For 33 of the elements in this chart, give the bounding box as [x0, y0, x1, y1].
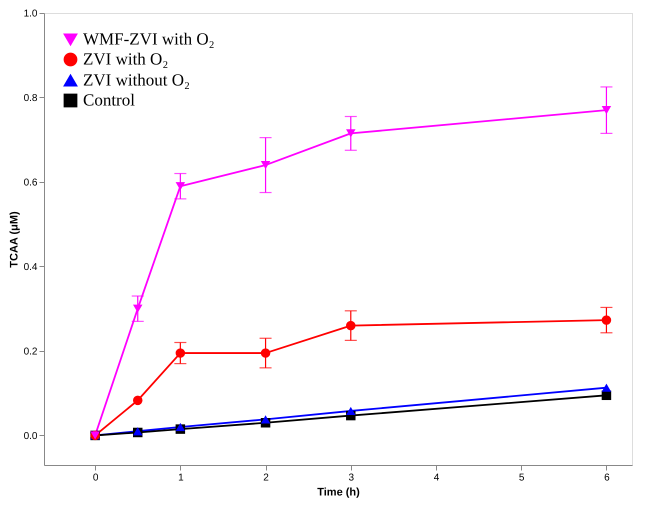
point [132, 304, 142, 313]
y-tick-label: 0.6 [24, 177, 38, 188]
point [176, 422, 186, 432]
point [602, 384, 612, 392]
point [602, 315, 612, 325]
point [346, 129, 356, 138]
y-tick-label: 0.8 [24, 92, 38, 104]
y-tick-label: 0.0 [24, 430, 38, 442]
point [260, 160, 270, 170]
x-tick-label: 5 [518, 472, 525, 484]
x-tick-label: 0 [92, 472, 99, 484]
legend-label: ZVI without O₂ [83, 70, 190, 90]
legend-label: WMF-ZVI with O₂ [83, 30, 215, 48]
x-tick-label: 3 [348, 472, 354, 484]
point [602, 106, 612, 114]
legend-label: ZVI with O₂ [83, 50, 168, 68]
point [132, 396, 142, 406]
x-tick-label: 4 [434, 472, 440, 484]
x-tick-label: 6 [604, 472, 610, 484]
point [260, 348, 270, 358]
point [346, 406, 356, 416]
y-axis-title: TCAA (μM) [8, 210, 21, 268]
y-tick-label: 0.4 [24, 262, 38, 273]
x-tick-label: 1 [178, 472, 184, 484]
x-axis-title: Time (h) [317, 486, 360, 498]
x-tick-label: 2 [263, 472, 270, 484]
point [176, 182, 186, 190]
point [346, 320, 356, 330]
point [176, 348, 186, 358]
legend-label: Control [83, 90, 136, 110]
y-tick-label: 0.2 [24, 346, 38, 358]
point [260, 415, 270, 424]
y-tick-label: 1.0 [24, 8, 38, 20]
